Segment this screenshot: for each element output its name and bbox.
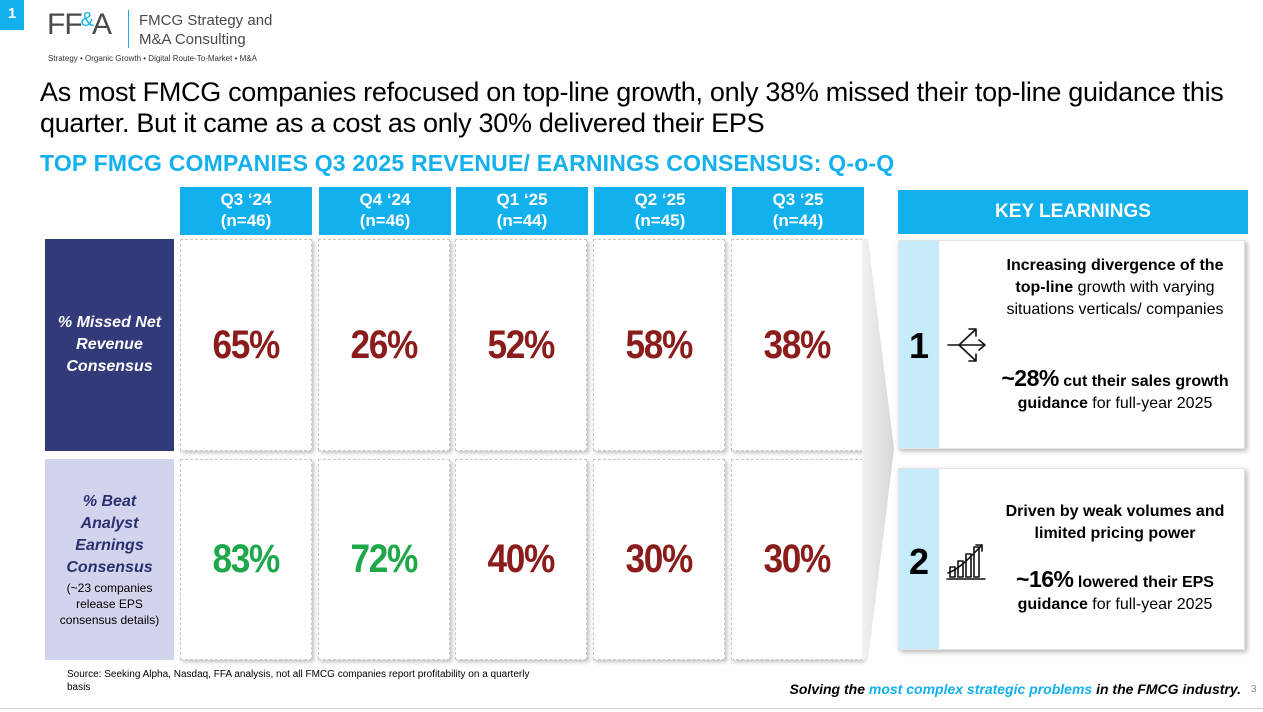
value-cell: 30% xyxy=(731,459,863,660)
number-strip xyxy=(899,469,939,649)
footer-tagline: Solving the most complex strategic probl… xyxy=(789,681,1241,697)
column-header-q3-25: Q3 ‘25 (n=44) xyxy=(732,187,864,235)
learning-description: Increasing divergence of the top-line gr… xyxy=(1006,257,1224,318)
diverging-arrows-icon xyxy=(947,328,986,362)
column-header-q3-24: Q3 ‘24 (n=46) xyxy=(180,187,312,235)
value-cell: 83% xyxy=(180,459,312,660)
bar-chart-growth-icon xyxy=(946,544,986,580)
source-note: Source: Seeking Alpha, Nasdaq, FFA analy… xyxy=(67,669,530,693)
number-strip xyxy=(899,241,939,448)
row-label-beat-earnings: % Beat Analyst Earnings Consensus (~23 c… xyxy=(45,459,174,660)
column-header-q2-25: Q2 ‘25 (n=45) xyxy=(594,187,726,235)
learning-description: Driven by weak volumes and limited prici… xyxy=(1005,503,1225,542)
column-header-q1-25: Q1 ‘25 (n=44) xyxy=(456,187,588,235)
value-cell: 58% xyxy=(593,239,725,451)
logo-divider xyxy=(128,10,129,48)
value-cell: 72% xyxy=(318,459,450,660)
logo-company-name: FMCG Strategy and M&A Consulting xyxy=(139,12,273,48)
slide-number-badge: 1 xyxy=(0,0,24,30)
value-cell: 30% xyxy=(593,459,725,660)
learning-stat: ~16% lowered their EPS guidance for full… xyxy=(1016,566,1214,614)
value-cell: 52% xyxy=(455,239,587,451)
logo-mark: FF&A xyxy=(47,8,112,41)
ffa-logo: FF&A FMCG Strategy and M&A Consulting St… xyxy=(47,8,307,68)
slide-subheadline: TOP FMCG COMPANIES Q3 2025 REVENUE/ EARN… xyxy=(40,150,895,176)
page-number: 3 xyxy=(1251,684,1257,695)
chevron-arrow-band xyxy=(862,239,894,660)
footer-divider xyxy=(0,708,1263,709)
value-cell: 40% xyxy=(455,459,587,660)
logo-tagline: Strategy • Organic Growth • Digital Rout… xyxy=(48,54,257,63)
value-cell: 65% xyxy=(180,239,312,451)
row-label-missed-revenue: % Missed Net Revenue Consensus xyxy=(45,239,174,451)
row-label-note: (~23 companies release EPS consensus det… xyxy=(59,581,160,627)
learning-number: 2 xyxy=(908,541,930,582)
key-learnings-header: KEY LEARNINGS xyxy=(898,190,1248,234)
value-cell: 26% xyxy=(318,239,450,451)
learning-stat: ~28% cut their sales growth guidance for… xyxy=(1001,365,1229,413)
column-header-q4-24: Q4 ‘24 (n=46) xyxy=(319,187,451,235)
slide-headline: As most FMCG companies refocused on top-… xyxy=(40,77,1224,138)
value-cell: 38% xyxy=(731,239,863,451)
learning-number: 1 xyxy=(908,325,930,366)
key-learning-card-2: 2 Driven by weak volumes and limited pri… xyxy=(898,468,1245,650)
key-learning-card-1: 1 Increasing divergence of the top-line … xyxy=(898,240,1245,449)
